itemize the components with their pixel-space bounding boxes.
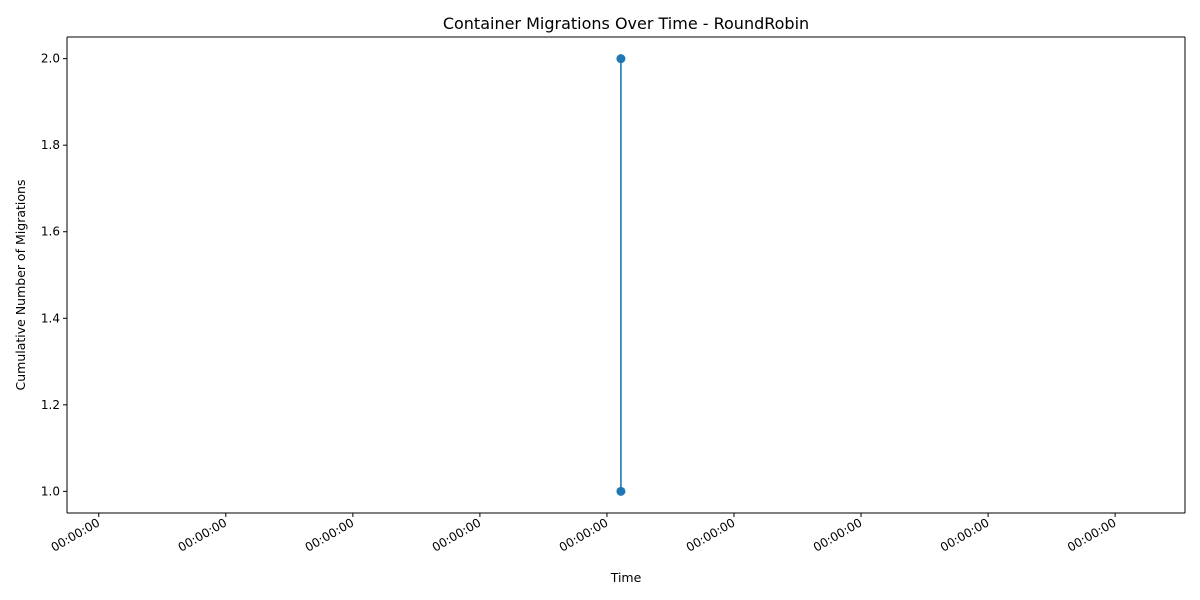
- y-tick-label: 1.8: [41, 138, 60, 152]
- x-tick-label: 00:00:00: [557, 515, 611, 554]
- y-tick-label: 1.4: [41, 311, 60, 325]
- data-point: [616, 54, 626, 64]
- y-tick-label: 1.0: [41, 484, 60, 498]
- x-tick-label: 00:00:00: [303, 515, 357, 554]
- y-tick-label: 1.2: [41, 398, 60, 412]
- x-tick-label: 00:00:00: [684, 515, 738, 554]
- x-tick-label: 00:00:00: [49, 515, 103, 554]
- y-tick-label: 2.0: [41, 52, 60, 66]
- chart-title: Container Migrations Over Time - RoundRo…: [443, 14, 809, 33]
- y-axis-label: Cumulative Number of Migrations: [13, 180, 28, 391]
- y-tick-label: 1.6: [41, 225, 60, 239]
- x-axis-label: Time: [610, 570, 642, 585]
- plot-area: 1.0 1.2 1.4 1.6 1.8 2.0 00:00:00 00:00:00 00:00:…: [41, 36, 1186, 555]
- x-tick-label: 00:00:00: [430, 515, 484, 554]
- x-tick-label: 00:00:00: [1065, 515, 1119, 554]
- x-tick-label: 00:00:00: [176, 515, 230, 554]
- x-tick-label: 00:00:00: [938, 515, 992, 554]
- data-point: [616, 486, 626, 496]
- x-tick-label: 00:00:00: [811, 515, 865, 554]
